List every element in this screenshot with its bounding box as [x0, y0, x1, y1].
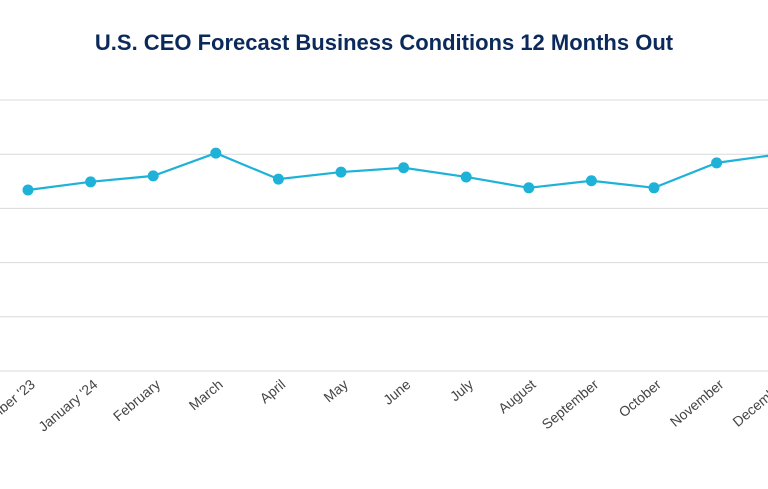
- point: [210, 147, 222, 159]
- point: [398, 162, 410, 174]
- x-tick-label: November: [667, 376, 727, 430]
- point: [22, 184, 34, 196]
- point: [460, 171, 472, 183]
- x-tick-label: February: [110, 376, 163, 424]
- x-tick-label: October: [615, 376, 664, 420]
- x-tick-label: December '23: [0, 376, 38, 444]
- point: [147, 170, 159, 182]
- point: [523, 182, 535, 194]
- x-tick-label: December: [729, 376, 768, 430]
- point: [272, 173, 284, 185]
- point: [585, 175, 597, 187]
- x-tick-label: January '24: [35, 376, 101, 435]
- x-tick-label: August: [495, 376, 539, 416]
- point: [85, 176, 97, 188]
- x-tick-label: April: [257, 376, 289, 406]
- x-tick-label: July: [447, 376, 476, 404]
- x-tick-label: May: [320, 376, 351, 405]
- point: [711, 157, 723, 169]
- x-tick-label: September: [539, 376, 602, 432]
- x-tick-label: March: [186, 376, 226, 413]
- point: [335, 166, 347, 178]
- x-tick-label: June: [380, 376, 414, 408]
- chart-title: U.S. CEO Forecast Business Conditions 12…: [95, 30, 674, 55]
- point: [648, 182, 660, 194]
